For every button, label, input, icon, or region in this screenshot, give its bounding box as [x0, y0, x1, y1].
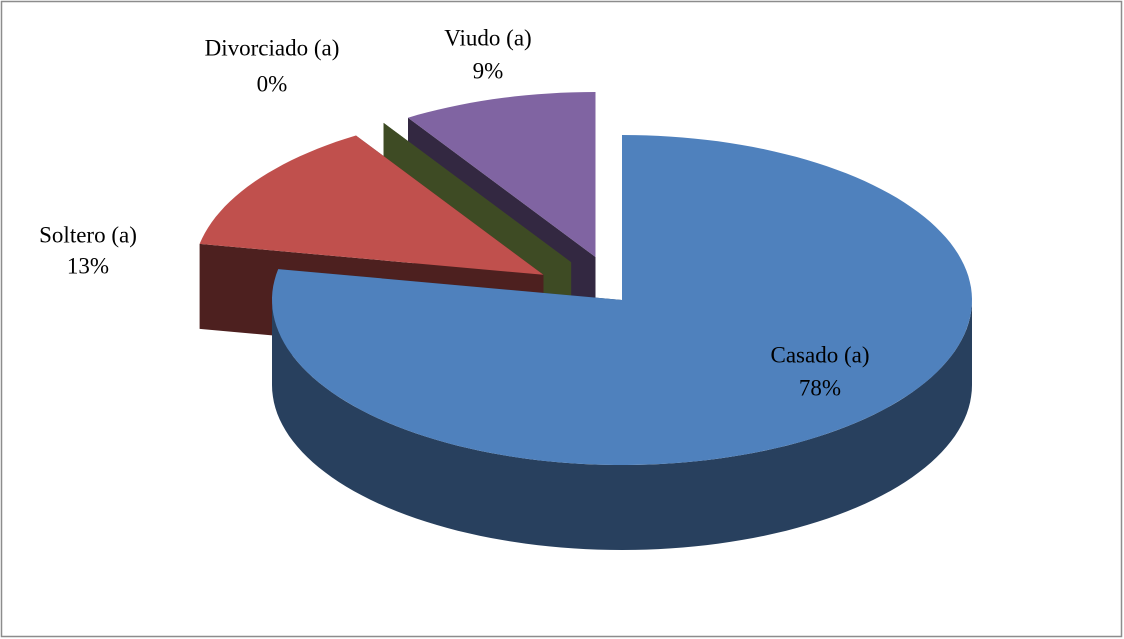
value-label: 9%: [473, 58, 504, 83]
pie: [199, 92, 972, 550]
slice-top: [383, 122, 572, 263]
slice-top: [272, 135, 972, 465]
value-label: 78%: [799, 375, 841, 400]
value-label: 0%: [257, 71, 288, 96]
slice-label: Soltero (a): [39, 222, 137, 247]
slice-top: [199, 135, 544, 275]
slice-label: Viudo (a): [444, 25, 531, 50]
slice-label: Casado (a): [771, 342, 870, 367]
labels: Casado (a) 78% Soltero (a) 13% Divorciado (a…: [39, 25, 869, 400]
slice: [272, 135, 972, 550]
slice-top: [408, 92, 596, 257]
value-label: 13%: [67, 253, 109, 278]
slice-label: Divorciado (a): [205, 35, 340, 60]
slice-side: [272, 300, 972, 550]
